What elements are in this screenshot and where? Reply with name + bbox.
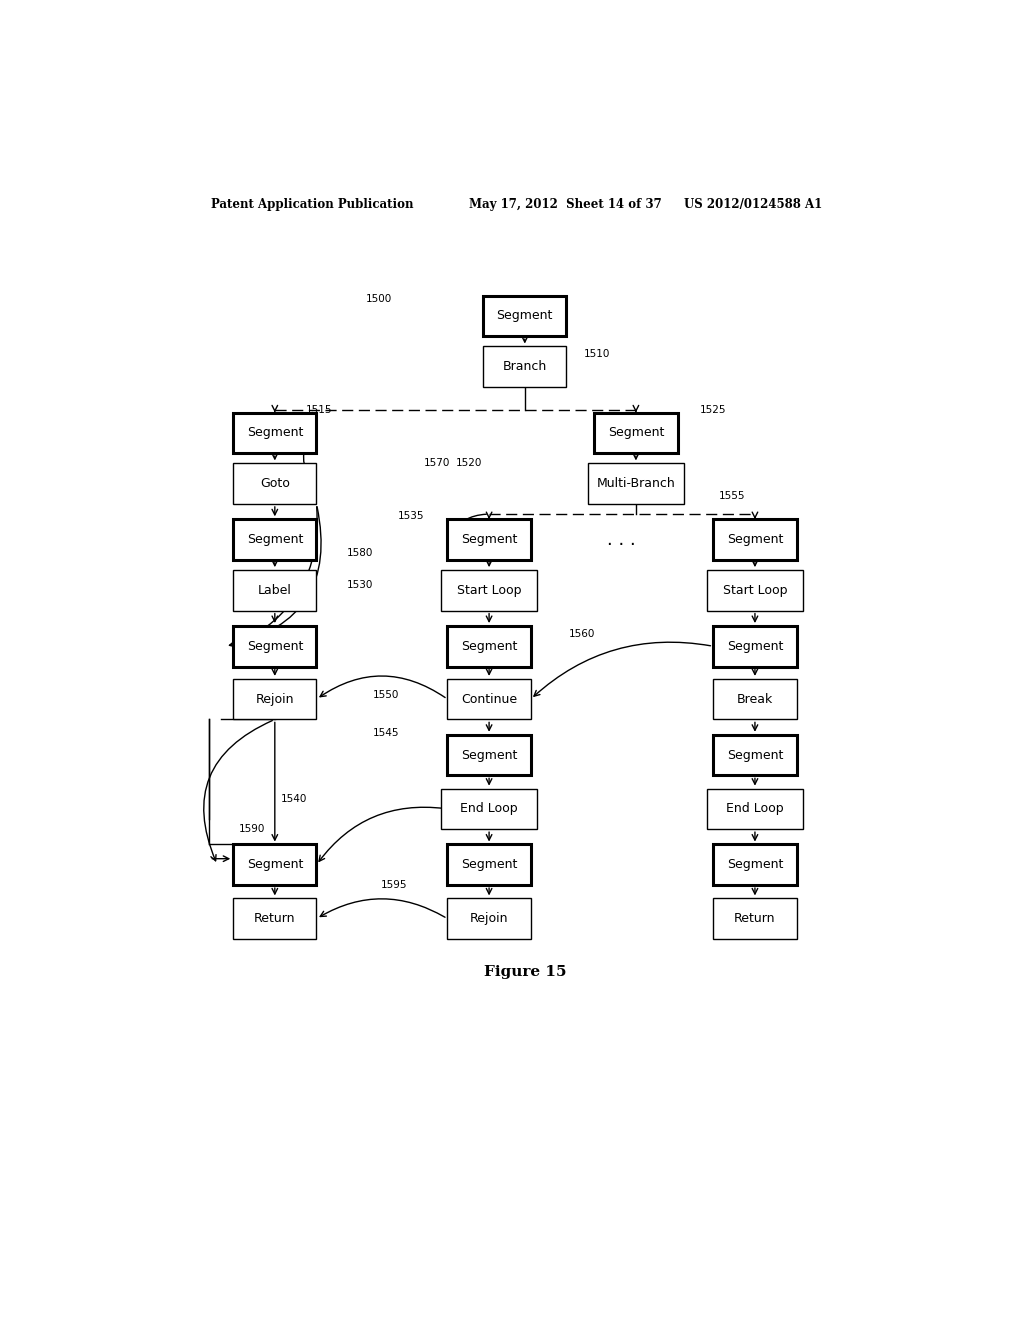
Text: 1530: 1530 [347,581,374,590]
FancyBboxPatch shape [441,570,537,611]
Text: Segment: Segment [461,640,517,653]
Text: Return: Return [734,912,776,925]
Text: End Loop: End Loop [460,803,518,816]
Text: Segment: Segment [461,748,517,762]
Text: 1510: 1510 [584,348,610,359]
FancyBboxPatch shape [714,735,797,775]
FancyBboxPatch shape [714,626,797,667]
Text: Start Loop: Start Loop [457,583,521,597]
Text: Break: Break [737,693,773,706]
Text: 1550: 1550 [373,690,398,700]
Text: 1535: 1535 [397,511,424,521]
FancyBboxPatch shape [233,570,316,611]
Text: Segment: Segment [461,533,517,546]
FancyBboxPatch shape [233,519,316,560]
FancyBboxPatch shape [233,845,316,886]
Text: 1580: 1580 [347,548,374,558]
FancyBboxPatch shape [441,788,537,829]
Text: 1515: 1515 [306,405,332,416]
FancyBboxPatch shape [708,570,803,611]
FancyBboxPatch shape [447,845,530,886]
Text: Segment: Segment [497,309,553,322]
Text: Rejoin: Rejoin [256,693,294,706]
FancyBboxPatch shape [714,899,797,939]
Text: Segment: Segment [727,533,783,546]
FancyBboxPatch shape [714,845,797,886]
FancyBboxPatch shape [233,463,316,504]
Text: End Loop: End Loop [726,803,783,816]
Text: Label: Label [258,583,292,597]
Text: Patent Application Publication: Patent Application Publication [211,198,414,211]
Text: 1570: 1570 [424,458,451,469]
Text: Segment: Segment [727,858,783,871]
Text: Segment: Segment [727,640,783,653]
Text: Multi-Branch: Multi-Branch [597,477,675,490]
Text: Start Loop: Start Loop [723,583,787,597]
Text: Continue: Continue [461,693,517,706]
Text: 1560: 1560 [568,630,595,639]
Text: Rejoin: Rejoin [470,912,508,925]
FancyBboxPatch shape [447,735,530,775]
Text: . . .: . . . [607,531,636,549]
FancyBboxPatch shape [588,463,684,504]
Text: 1500: 1500 [367,293,392,304]
FancyBboxPatch shape [714,519,797,560]
FancyBboxPatch shape [447,626,530,667]
Text: Segment: Segment [247,533,303,546]
Text: May 17, 2012  Sheet 14 of 37: May 17, 2012 Sheet 14 of 37 [469,198,662,211]
Text: Return: Return [254,912,296,925]
FancyBboxPatch shape [594,412,678,453]
Text: 1525: 1525 [699,405,726,416]
Text: Branch: Branch [503,360,547,374]
FancyBboxPatch shape [483,296,566,337]
FancyBboxPatch shape [483,346,566,387]
FancyBboxPatch shape [447,899,530,939]
Text: Segment: Segment [461,858,517,871]
FancyBboxPatch shape [447,678,530,719]
Text: 1595: 1595 [380,880,407,890]
Text: US 2012/0124588 A1: US 2012/0124588 A1 [684,198,822,211]
FancyBboxPatch shape [714,678,797,719]
Text: Segment: Segment [727,748,783,762]
Text: Segment: Segment [247,858,303,871]
Text: 1540: 1540 [282,793,307,804]
Text: Segment: Segment [247,640,303,653]
Text: Goto: Goto [260,477,290,490]
FancyBboxPatch shape [708,788,803,829]
Text: 1520: 1520 [456,458,482,469]
Text: Segment: Segment [607,426,665,440]
FancyBboxPatch shape [233,412,316,453]
Text: Figure 15: Figure 15 [483,965,566,978]
FancyBboxPatch shape [233,626,316,667]
Text: 1545: 1545 [373,727,399,738]
Text: Segment: Segment [247,426,303,440]
FancyBboxPatch shape [233,678,316,719]
FancyBboxPatch shape [233,899,316,939]
FancyBboxPatch shape [447,519,530,560]
Text: 1590: 1590 [240,824,265,834]
Text: 1555: 1555 [719,491,745,500]
